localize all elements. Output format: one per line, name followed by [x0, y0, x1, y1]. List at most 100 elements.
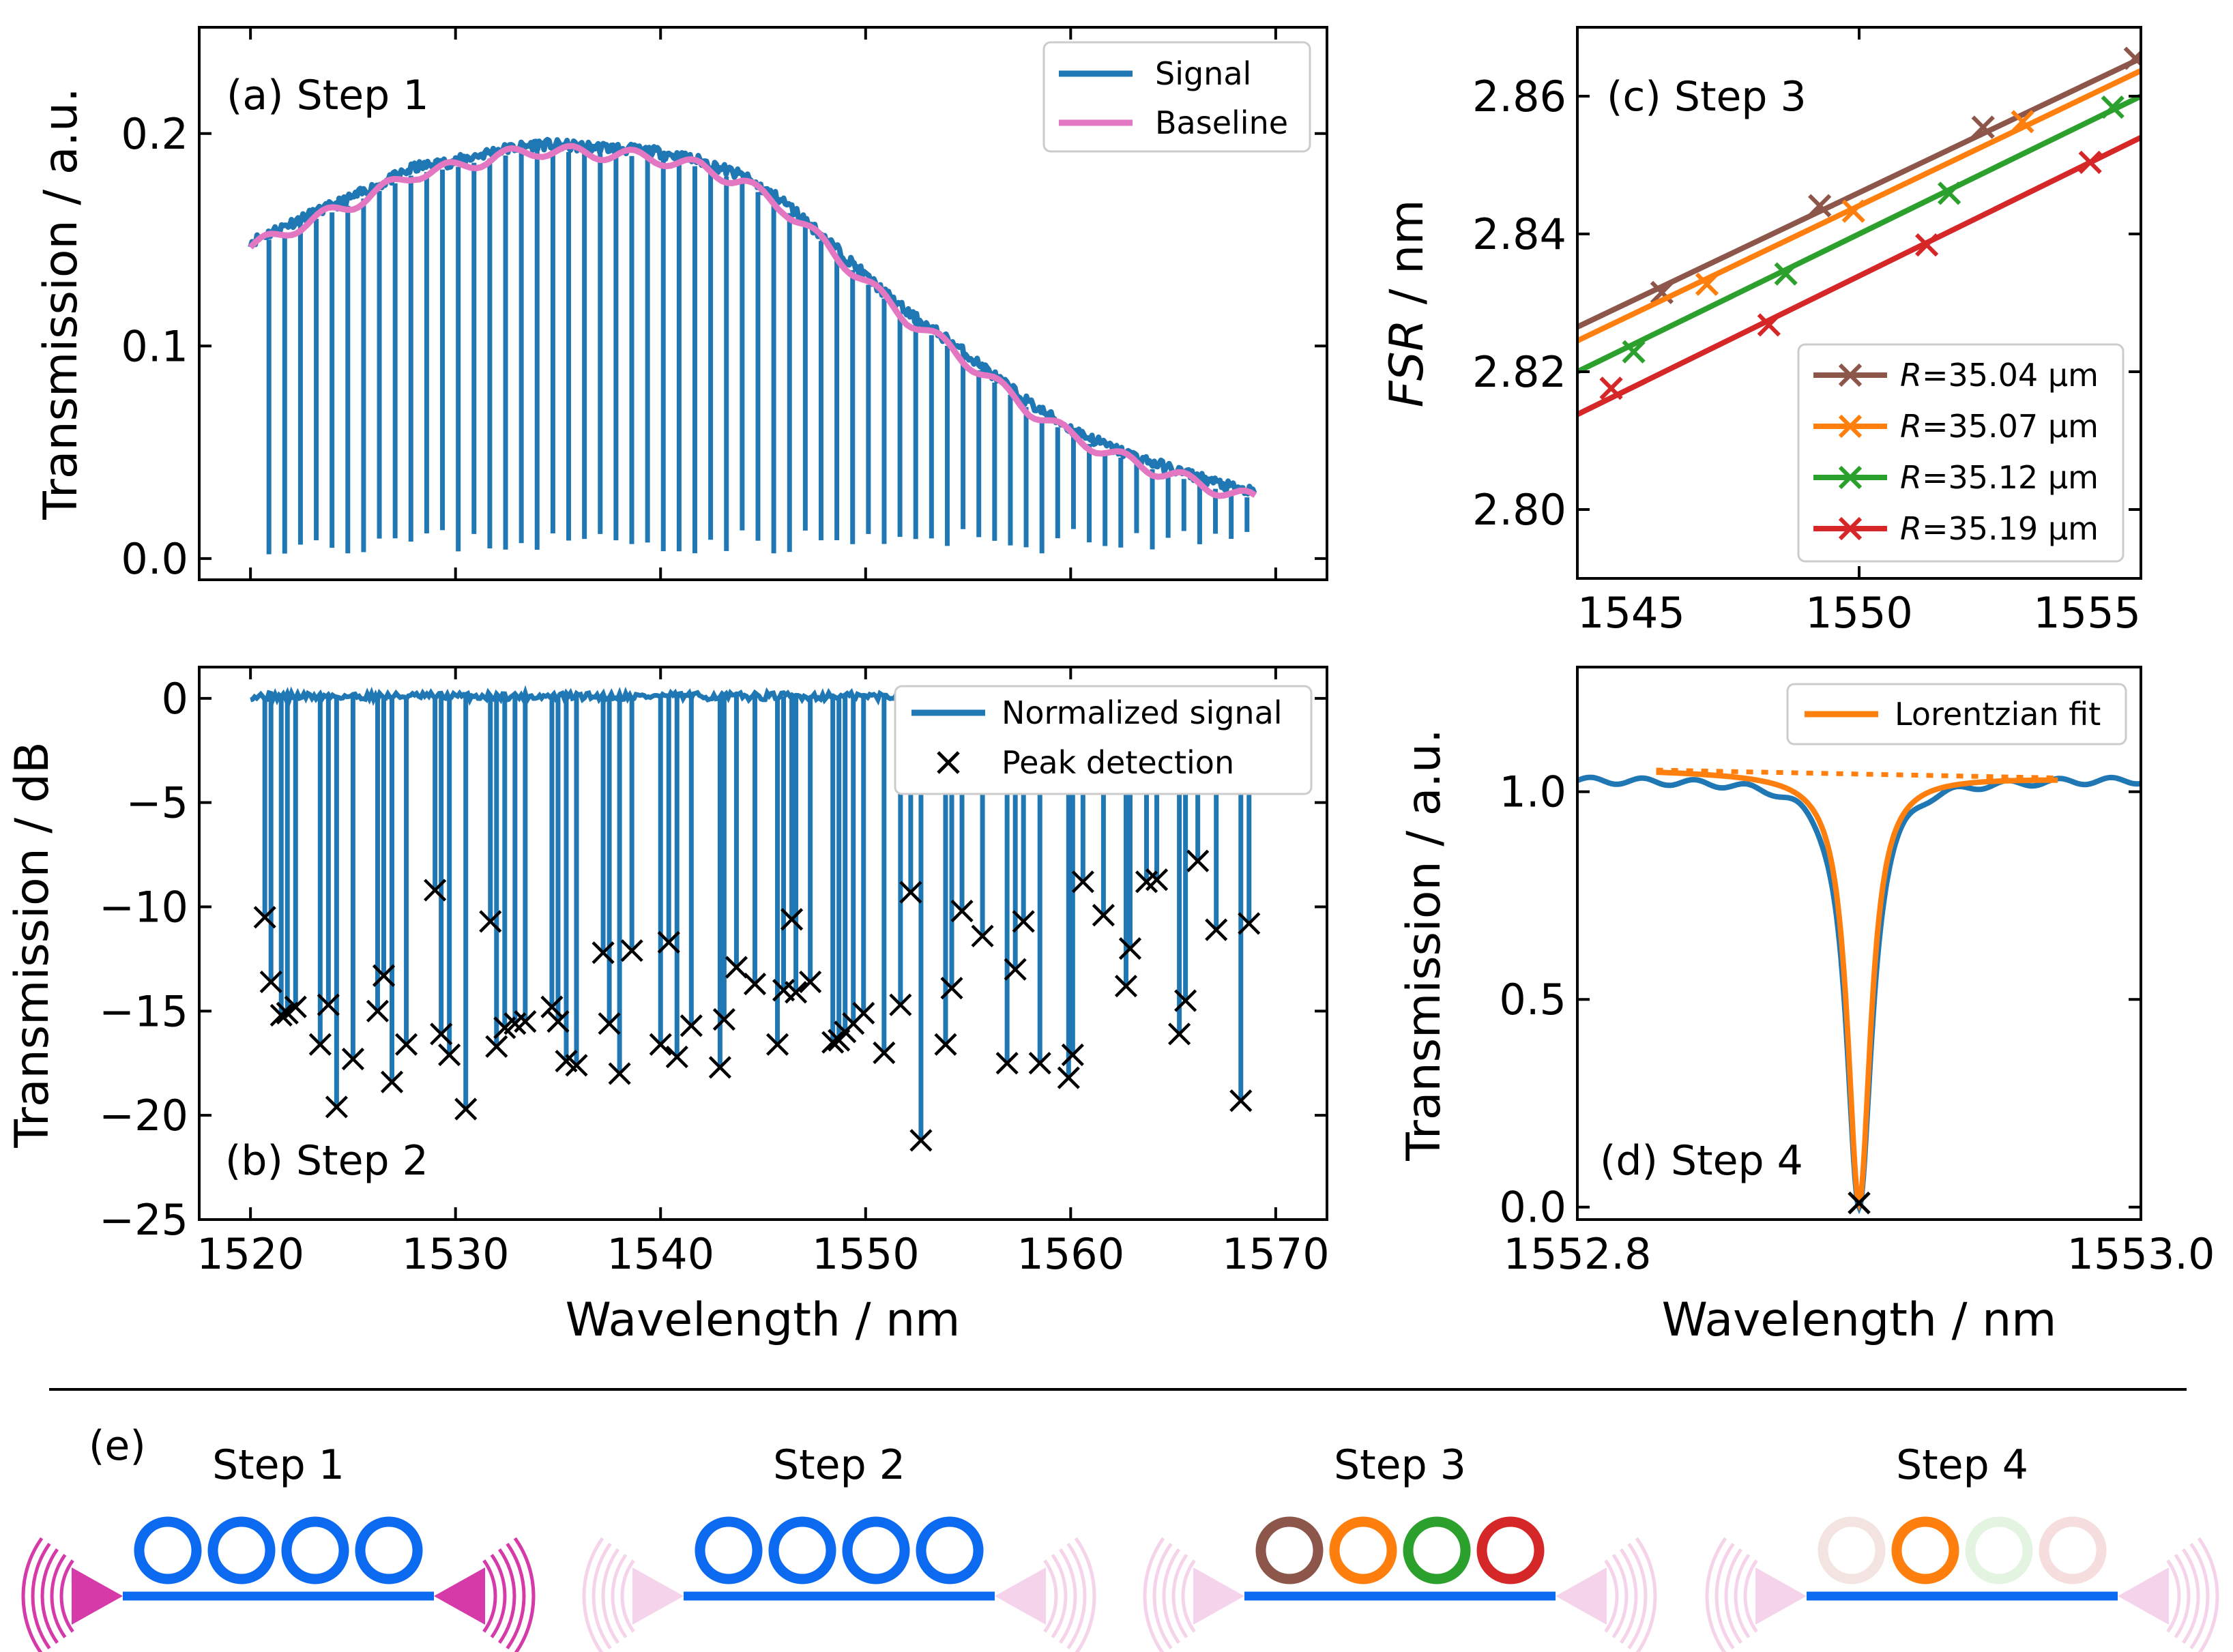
peak-marker	[708, 1056, 731, 1079]
peak-marker	[657, 930, 680, 954]
resonance-min-marker	[1848, 1191, 1871, 1215]
panel-d-xlabel: Wavelength / nm	[1662, 1293, 2057, 1347]
panel-d-legend: Lorentzian fit	[1786, 683, 2127, 746]
panel-d-ytick-label: 0.5	[1499, 975, 1566, 1024]
peak-marker	[649, 1033, 672, 1056]
grating-coupler-right	[434, 1537, 536, 1652]
panel-c-ytick-label: 2.84	[1472, 209, 1566, 259]
grating-coupler-left	[21, 1537, 123, 1652]
fsr-marker-35.12	[1938, 181, 1961, 205]
schematic-step-1: Step 1	[21, 1441, 536, 1652]
panel-c-legend: R=35.04 µm R=35.07 µm R=35.12 µm R=35.19 µm	[1797, 343, 2125, 563]
grating-coupler-right	[2118, 1537, 2219, 1652]
fsr-marker-35.07	[2011, 110, 2034, 134]
signal-line	[248, 136, 1257, 497]
peak-marker	[608, 1062, 631, 1085]
peak-marker	[253, 906, 276, 929]
legend-fit-label: Lorentzian fit	[1895, 696, 2101, 733]
peak-marker	[873, 1041, 896, 1065]
legend-label-35.07: R=35.07 µm	[1900, 408, 2099, 445]
peak-marker	[934, 1033, 957, 1056]
microring-resonator	[768, 1516, 836, 1584]
microring-resonator	[1329, 1516, 1397, 1584]
fsr-marker-35.19	[1914, 233, 1939, 257]
panel-d-legend-box	[1786, 683, 2127, 746]
peak-marker	[366, 999, 390, 1022]
grating-coupler-left	[582, 1537, 684, 1652]
peak-marker	[799, 970, 822, 994]
microring-resonator	[2039, 1516, 2107, 1584]
legend-label-35.19: R=35.19 µm	[1900, 510, 2099, 547]
grating-coupler-left	[1705, 1537, 1807, 1652]
panel-b-ytick-label: −20	[99, 1091, 188, 1140]
panel-b-frame	[198, 666, 1328, 1221]
grating-coupler-right	[1556, 1537, 1657, 1652]
fsr-marker-35.04	[2123, 46, 2141, 70]
peak-marker	[325, 1095, 348, 1119]
microring-resonator	[1476, 1516, 1545, 1584]
panel-c-ytick-label: 2.82	[1472, 347, 1566, 397]
panel-b-ytick-label: −15	[99, 986, 188, 1036]
panel-a-ticks: 0.0 0.1 0.2	[121, 27, 1327, 584]
peak-marker	[479, 910, 502, 933]
peak-marker	[540, 995, 564, 1018]
panel-b-xtick-label: 1530	[402, 1229, 510, 1279]
peak-marker	[743, 973, 767, 996]
panel-c-ytick-label: 2.86	[1472, 72, 1566, 121]
peak-marker	[430, 1022, 453, 1046]
peak-marker	[1071, 870, 1094, 894]
legend-peak-label: Peak detection	[1002, 744, 1234, 781]
peak-marker	[514, 1010, 537, 1033]
schematic-step-title: Step 2	[773, 1441, 905, 1489]
peak-marker	[620, 939, 643, 962]
panel-a-ylabel: Transmission / a.u.	[34, 87, 88, 520]
peak-marker	[308, 1033, 332, 1056]
legend-baseline-label: Baseline	[1155, 104, 1288, 141]
peak-marker	[889, 993, 912, 1016]
peak-marker	[438, 1043, 461, 1067]
panel-b-legend-box	[894, 685, 1313, 795]
schematic-step-4: Step 4	[1705, 1441, 2219, 1652]
peak-marker	[680, 1014, 703, 1037]
microring-resonator	[281, 1516, 349, 1584]
fsr-marker-35.04	[1808, 194, 1832, 218]
peak-marker	[1092, 904, 1115, 927]
microring-resonator	[916, 1516, 984, 1584]
grating-coupler-left	[1143, 1537, 1244, 1652]
fsr-marker-35.12	[1622, 340, 1646, 364]
legend-peak-marker	[937, 751, 960, 774]
panel-c-legend-box	[1797, 343, 2125, 563]
peak-marker	[780, 908, 804, 931]
panel-b-ytick-label: −10	[99, 883, 188, 932]
schematic-step-2: Step 2	[582, 1441, 1096, 1652]
fsr-fit-line-35.12	[1577, 93, 2141, 374]
panel-c-xtick-label: 1545	[1577, 588, 1685, 638]
panel-a-frame	[198, 26, 1328, 581]
peak-marker	[341, 1048, 365, 1071]
panel-c-xtick-label: 1555	[2033, 588, 2141, 638]
panel-a-ytick-label: 0.0	[121, 534, 188, 584]
peak-marker	[1229, 1089, 1253, 1112]
panel-b-xtick-label: 1540	[607, 1229, 714, 1279]
panel-b-ytick-label: −5	[126, 778, 188, 828]
peak-marker	[1057, 1066, 1080, 1089]
peak-marker	[852, 1001, 875, 1024]
panel-b-xtick-label: 1560	[1017, 1229, 1124, 1279]
fsr-marker-35.19	[1599, 377, 1623, 400]
peak-marker	[909, 1129, 933, 1152]
panel-d-frame	[1576, 666, 2142, 1221]
schematic-step-title: Step 4	[1896, 1441, 2028, 1489]
peak-marker	[1186, 849, 1210, 872]
panel-d-annotation: (d) Step 4	[1600, 1137, 1803, 1185]
peak-marker	[940, 977, 963, 1000]
fsr-marker-35.07	[1841, 199, 1865, 223]
microring-resonator	[134, 1516, 202, 1584]
legend-marker-35.12	[1838, 465, 1863, 490]
microring-resonator	[1818, 1516, 1886, 1584]
peak-marker	[995, 1052, 1019, 1075]
peak-marker	[380, 1070, 404, 1093]
legend-signal-label: Signal	[1155, 55, 1251, 92]
schematic-step-3: Step 3	[1143, 1441, 1657, 1652]
panel-d-ylabel: Transmission / a.u.	[1397, 728, 1451, 1161]
panel-b-annotation: (b) Step 2	[225, 1137, 428, 1185]
